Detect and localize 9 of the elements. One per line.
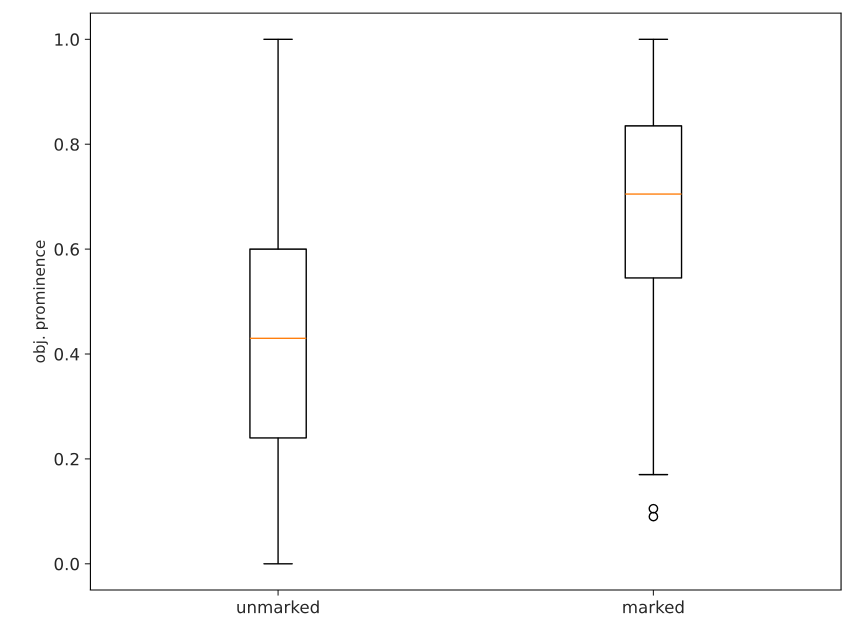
x-tick-label: unmarked [237,600,319,614]
y-tick-label: 0.6 [54,243,79,256]
y-tick-label: 0.2 [54,452,78,466]
y-tick-label: 0.8 [54,138,79,151]
y-tick-label: 0.0 [54,558,79,570]
x-tick-label: marked [623,600,684,614]
y-tick-label: 0.4 [54,348,80,361]
y-axis-title: obj. prominence [33,240,48,363]
y-tick-label: 1.0 [55,33,79,46]
